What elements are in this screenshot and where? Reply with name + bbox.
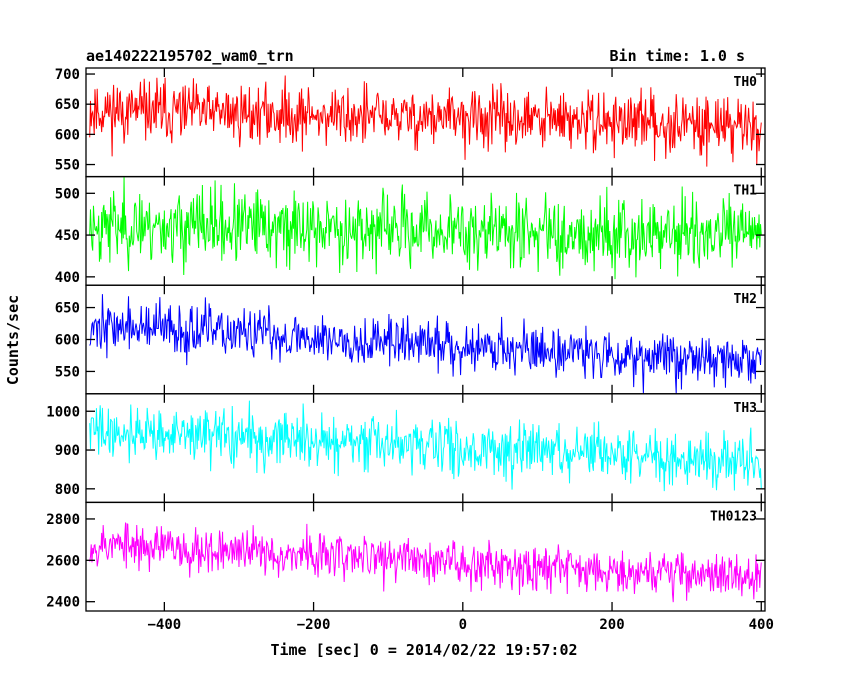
series-line-th3 xyxy=(89,400,762,492)
chart-title: ae140222195702_wam0_trn xyxy=(86,47,294,65)
panel-name-label: TH0123 xyxy=(710,509,757,524)
series-line-th0 xyxy=(89,75,762,167)
panel-name-label: TH3 xyxy=(734,401,757,416)
panel-th0: 550 600 650 700 TH0 xyxy=(55,67,766,178)
y-tick-label: 2600 xyxy=(46,553,80,569)
y-axis-label: Counts/sec xyxy=(4,295,22,385)
y-tick-label: 1000 xyxy=(46,404,80,420)
y-tick-label: 550 xyxy=(55,364,80,380)
y-tick-label: 2800 xyxy=(46,512,80,528)
panel-th0123: 2400 2600 2800 TH0123 xyxy=(46,501,766,612)
bin-time-label: Bin time: 1.0 s xyxy=(610,47,745,65)
y-tick-label: 550 xyxy=(55,158,80,174)
series-line-th1 xyxy=(89,176,762,280)
x-axis-label: Time [sec] 0 = 2014/02/22 19:57:02 xyxy=(270,641,577,659)
panel-frame xyxy=(85,501,766,612)
y-tick-label: 700 xyxy=(55,67,80,83)
series-line-th2 xyxy=(89,294,762,394)
panel-th1: 400 450 500 TH1 xyxy=(55,175,766,286)
x-tick-label: −400 xyxy=(147,617,181,633)
y-tick-label: 800 xyxy=(55,482,80,498)
y-tick-label: 500 xyxy=(55,186,80,202)
x-tick-label: −200 xyxy=(297,617,331,633)
panel-th2: 550 600 650 TH2 xyxy=(55,284,766,395)
x-tick-label: 400 xyxy=(749,617,774,633)
x-tick-label: 0 xyxy=(459,617,467,633)
panel-name-label: TH2 xyxy=(734,292,757,307)
y-tick-label: 400 xyxy=(55,270,80,286)
panel-th3: 800 900 1000 TH3 xyxy=(46,393,766,504)
x-tick-label: 200 xyxy=(599,617,624,633)
y-tick-label: 650 xyxy=(55,301,80,317)
series-line-th0123 xyxy=(89,522,762,603)
y-tick-label: 450 xyxy=(55,228,80,244)
panel-name-label: TH0 xyxy=(734,75,758,90)
y-tick-label: 650 xyxy=(55,97,80,113)
panels-group: 550 600 650 700 TH0 400 450 500 TH1 550 600 650 TH2 8… xyxy=(46,67,774,633)
y-tick-label: 900 xyxy=(55,443,80,459)
y-tick-label: 600 xyxy=(55,127,80,143)
y-tick-label: 600 xyxy=(55,333,80,349)
panel-frame xyxy=(85,393,766,504)
y-tick-label: 2400 xyxy=(46,595,80,611)
panel-name-label: TH1 xyxy=(734,184,758,199)
